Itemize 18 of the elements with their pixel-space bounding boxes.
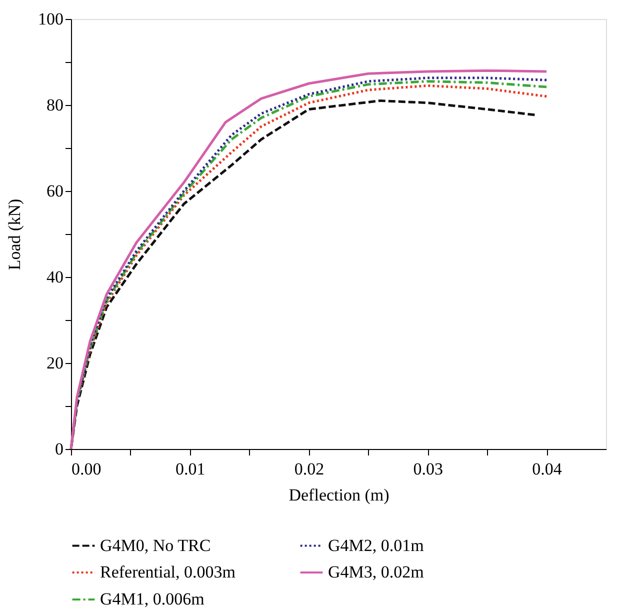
y-tick-label: 20 xyxy=(46,354,64,372)
y-tick-label: 0 xyxy=(55,440,64,458)
y-tick-label: 60 xyxy=(46,182,64,200)
x-tick-label: 0.04 xyxy=(532,460,562,478)
y-tick-label: 100 xyxy=(38,10,64,28)
legend-label: Referential, 0.003m xyxy=(100,562,236,582)
y-axis-title: Load (kN) xyxy=(5,198,24,270)
legend-label: G4M0, No TRC xyxy=(100,536,211,555)
x-tick-label: 0.03 xyxy=(413,460,444,478)
y-tick-label: 40 xyxy=(46,268,64,286)
x-tick-label: 0.02 xyxy=(294,460,324,478)
x-tick-label: 0.01 xyxy=(176,460,206,478)
legend-label: G4M2, 0.01m xyxy=(328,536,424,555)
legend-label: G4M3, 0.02m xyxy=(328,562,424,582)
x-tick-label: 0.00 xyxy=(72,460,102,478)
y-tick-label: 80 xyxy=(46,96,64,114)
x-axis-title: Deflection (m) xyxy=(288,486,390,504)
legend-label: G4M1, 0.006m xyxy=(100,590,204,608)
